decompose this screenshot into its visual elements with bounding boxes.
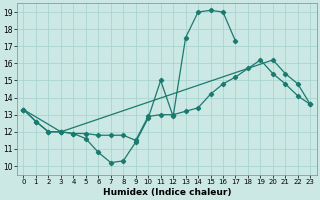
- X-axis label: Humidex (Indice chaleur): Humidex (Indice chaleur): [103, 188, 231, 197]
